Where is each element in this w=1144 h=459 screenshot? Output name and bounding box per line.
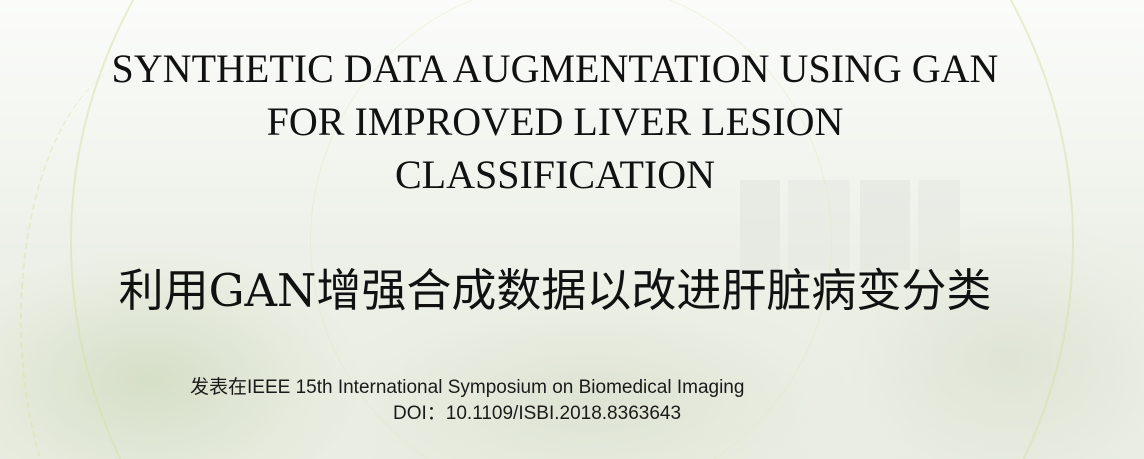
doi-reference: DOI：10.1109/ISBI.2018.8363643 <box>393 403 682 424</box>
chinese-title: 利用GAN增强合成数据以改进肝脏病变分类 <box>118 264 992 317</box>
publication-venue: 发表在IEEE 15th International Symposium on … <box>190 377 745 398</box>
english-title-line-1: SYNTHETIC DATA AUGMENTATION USING GAN <box>111 46 999 91</box>
english-title-line-3: CLASSIFICATION <box>394 152 716 197</box>
english-title: SYNTHETIC DATA AUGMENTATION USING GAN FO… <box>0 42 1110 201</box>
decorative-ring-inner <box>310 0 832 459</box>
english-title-line-2: FOR IMPROVED LIVER LESION <box>266 99 844 144</box>
